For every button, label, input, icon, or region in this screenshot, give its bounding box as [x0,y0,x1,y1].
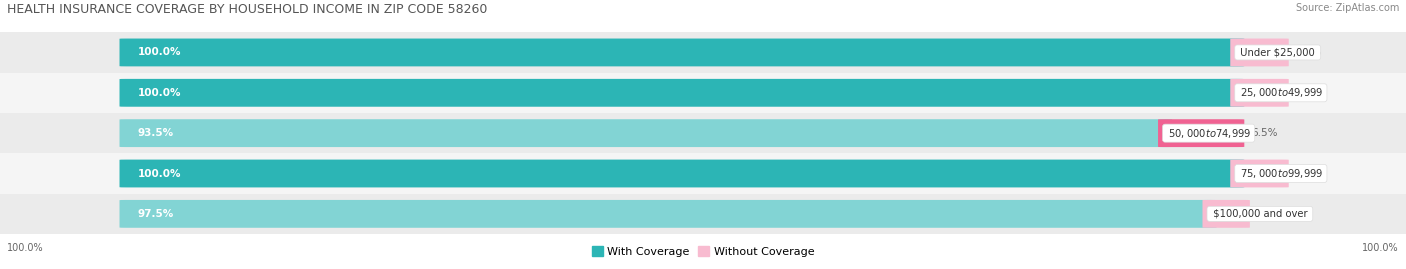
Legend: With Coverage, Without Coverage: With Coverage, Without Coverage [588,242,818,261]
Text: 2.5%: 2.5% [1257,209,1284,219]
Text: Source: ZipAtlas.com: Source: ZipAtlas.com [1295,3,1399,13]
FancyBboxPatch shape [120,79,1244,107]
Text: 0.0%: 0.0% [1296,168,1322,179]
FancyBboxPatch shape [120,160,1244,187]
Bar [0,153,1406,194]
Text: 100.0%: 100.0% [1362,243,1399,253]
FancyBboxPatch shape [1159,119,1244,147]
Text: 93.5%: 93.5% [138,128,174,138]
FancyBboxPatch shape [120,200,1216,228]
Text: 0.0%: 0.0% [1296,47,1322,58]
Text: 100.0%: 100.0% [138,47,181,58]
FancyBboxPatch shape [120,38,1244,66]
Text: 6.5%: 6.5% [1251,128,1278,138]
Bar [0,73,1406,113]
Text: $100,000 and over: $100,000 and over [1209,209,1310,219]
Text: 100.0%: 100.0% [7,243,44,253]
Text: HEALTH INSURANCE COVERAGE BY HOUSEHOLD INCOME IN ZIP CODE 58260: HEALTH INSURANCE COVERAGE BY HOUSEHOLD I… [7,3,488,16]
FancyBboxPatch shape [1230,79,1289,107]
Text: $50,000 to $74,999: $50,000 to $74,999 [1166,127,1253,140]
Bar [0,194,1406,234]
Bar [0,113,1406,153]
Text: $25,000 to $49,999: $25,000 to $49,999 [1237,86,1324,99]
Text: 97.5%: 97.5% [138,209,174,219]
FancyBboxPatch shape [1230,160,1289,187]
Text: 0.0%: 0.0% [1296,88,1322,98]
FancyBboxPatch shape [120,119,1173,147]
Text: $75,000 to $99,999: $75,000 to $99,999 [1237,167,1324,180]
Text: 100.0%: 100.0% [138,88,181,98]
FancyBboxPatch shape [1202,200,1250,228]
FancyBboxPatch shape [1230,38,1289,66]
Text: 100.0%: 100.0% [138,168,181,179]
Bar [0,32,1406,73]
Text: Under $25,000: Under $25,000 [1237,47,1319,58]
